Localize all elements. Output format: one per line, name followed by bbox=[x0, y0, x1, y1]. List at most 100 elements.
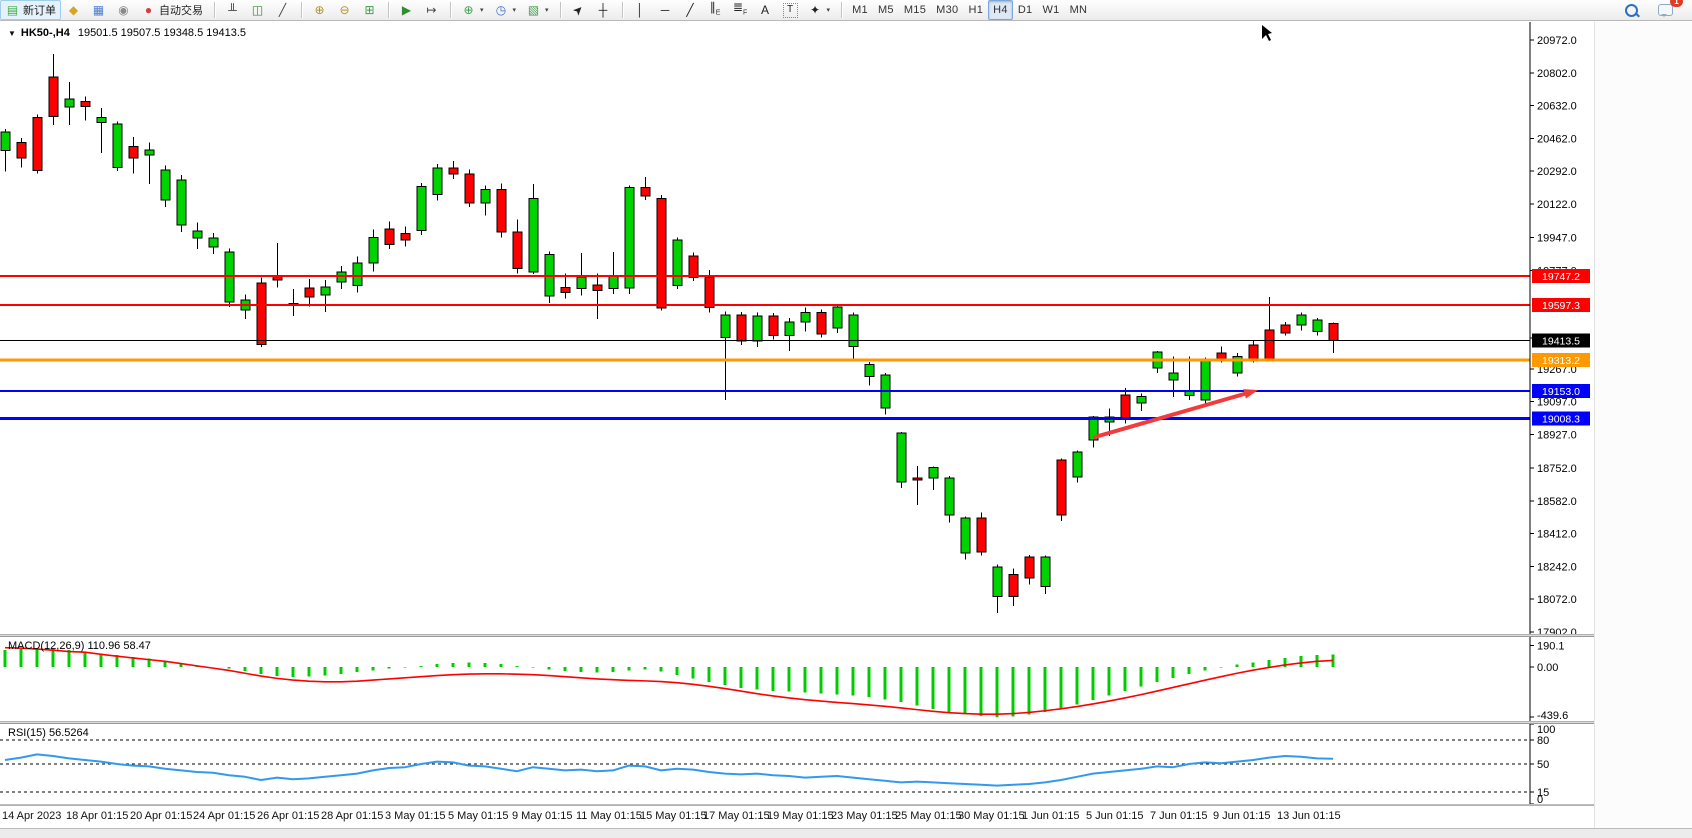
toolbar-separator bbox=[301, 2, 303, 18]
zoom-in-button[interactable]: ⊕ bbox=[307, 0, 332, 20]
notification-badge: 1 bbox=[1670, 0, 1683, 7]
text-button[interactable]: A bbox=[753, 0, 778, 20]
new-order-icon: ▤ bbox=[6, 2, 19, 17]
chevron-down-icon[interactable]: ▾ bbox=[512, 7, 517, 14]
macd-axis[interactable]: 190.1 0.00 -439.6 bbox=[1529, 637, 1568, 721]
pane-separator[interactable] bbox=[0, 634, 1692, 637]
new-order-button[interactable]: ▤ 新订单 bbox=[0, 0, 61, 20]
autotrading-button[interactable]: ● 自动交易 bbox=[136, 0, 208, 20]
time-axis-label: 1 Jun 01:15 bbox=[1022, 810, 1080, 822]
svg-text:19097.0: 19097.0 bbox=[1537, 397, 1577, 409]
pane-separator[interactable] bbox=[0, 721, 1692, 724]
candlestick-chart-button[interactable]: ◫ bbox=[245, 0, 270, 20]
svg-text:19008.3: 19008.3 bbox=[1542, 414, 1580, 426]
signals-icon: ◉ bbox=[118, 2, 129, 17]
rsi-line bbox=[4, 753, 1334, 787]
time-axis-label: 9 Jun 01:15 bbox=[1213, 810, 1271, 822]
svg-text:18412.0: 18412.0 bbox=[1537, 529, 1577, 541]
fibonacci-icon: ≣F bbox=[732, 0, 748, 17]
fibonacci-button[interactable]: ≣F bbox=[728, 0, 753, 20]
horizontal-price-lines[interactable] bbox=[0, 275, 1530, 421]
tf-m1-label: M1 bbox=[852, 4, 868, 16]
svg-text:20972.0: 20972.0 bbox=[1537, 35, 1577, 47]
candlestick-chart-icon: ◫ bbox=[251, 2, 264, 17]
time-axis-label: 14 Apr 2023 bbox=[2, 810, 62, 822]
chevron-down-icon[interactable]: ▾ bbox=[826, 7, 831, 14]
trendline-button[interactable]: ╱ bbox=[678, 0, 703, 20]
line-chart-button[interactable]: ╱ bbox=[270, 0, 295, 20]
main-chart-canvas[interactable]: 20972.0 20802.0 20632.0 20462.0 20292.0 20122… bbox=[0, 22, 1692, 634]
time-axis-label: 30 May 01:15 bbox=[958, 810, 1025, 822]
chart-dropdown-icon[interactable]: ▼ bbox=[8, 29, 16, 38]
vertical-line-button[interactable]: │ bbox=[628, 0, 653, 20]
toolbar-separator bbox=[214, 2, 216, 18]
text-label-icon: T bbox=[782, 2, 798, 18]
tf-m30-button[interactable]: M30 bbox=[931, 0, 963, 20]
equidistant-channel-button[interactable]: ∥E bbox=[703, 0, 728, 20]
pane-separator bbox=[0, 804, 1692, 806]
tf-m15-button[interactable]: M15 bbox=[899, 0, 931, 20]
chevron-down-icon[interactable]: ▾ bbox=[480, 7, 484, 14]
chart-shift-button[interactable]: ↦ bbox=[419, 0, 444, 20]
mouse-cursor bbox=[1262, 25, 1272, 41]
periods-button[interactable]: ◷ ▾ bbox=[489, 0, 522, 20]
svg-text:19597.3: 19597.3 bbox=[1542, 300, 1580, 312]
tf-w1-label: W1 bbox=[1042, 4, 1060, 16]
macd-histogram bbox=[3, 648, 1335, 717]
time-axis-label: 25 May 01:15 bbox=[895, 810, 962, 822]
price-axis[interactable]: 20972.0 20802.0 20632.0 20462.0 20292.0 20122… bbox=[1529, 22, 1590, 634]
crosshair-button[interactable]: ┼ bbox=[591, 0, 616, 20]
svg-text:100: 100 bbox=[1537, 724, 1555, 736]
auto-scroll-button[interactable]: ▶ bbox=[394, 0, 419, 20]
tf-mn-button[interactable]: MN bbox=[1065, 0, 1093, 20]
toolbar-separator bbox=[841, 2, 844, 18]
chevron-down-icon[interactable]: ▾ bbox=[545, 7, 549, 14]
macd-pane[interactable]: 190.1 0.00 -439.6 bbox=[0, 637, 1692, 721]
search-button[interactable] bbox=[1620, 0, 1643, 20]
time-axis-label: 28 Apr 01:15 bbox=[321, 810, 384, 822]
data-window-button[interactable]: ▦ bbox=[86, 0, 111, 20]
svg-text:20632.0: 20632.0 bbox=[1537, 101, 1577, 113]
templates-button[interactable]: ▧ ▾ bbox=[521, 0, 554, 20]
tf-m1-button[interactable]: M1 bbox=[847, 0, 873, 20]
time-axis-label: 7 Jun 01:15 bbox=[1150, 810, 1208, 822]
equidistant-channel-icon: ∥E bbox=[709, 0, 721, 17]
time-axis-label: 15 May 01:15 bbox=[640, 810, 707, 822]
bar-chart-button[interactable]: ╨ bbox=[220, 0, 245, 20]
tf-d1-button[interactable]: D1 bbox=[1013, 0, 1038, 20]
indicators-icon: ⊕ bbox=[463, 2, 474, 17]
notifications-button[interactable]: 1 bbox=[1653, 0, 1683, 20]
market-watch-button[interactable]: ◆ bbox=[61, 0, 86, 20]
tf-h1-label: H1 bbox=[968, 4, 984, 16]
zoom-in-icon: ⊕ bbox=[314, 2, 325, 17]
tf-m5-button[interactable]: M5 bbox=[873, 0, 899, 20]
indicators-button[interactable]: ⊕ ▾ bbox=[456, 0, 489, 20]
signals-button[interactable]: ◉ bbox=[111, 0, 136, 20]
tf-h1-button[interactable]: H1 bbox=[963, 0, 988, 20]
svg-text:20292.0: 20292.0 bbox=[1537, 166, 1577, 178]
time-axis-label: 13 Jun 01:15 bbox=[1277, 810, 1341, 822]
svg-text:20122.0: 20122.0 bbox=[1537, 199, 1577, 211]
tf-w1-button[interactable]: W1 bbox=[1037, 0, 1064, 20]
time-axis-label: 5 Jun 01:15 bbox=[1086, 810, 1144, 822]
text-label-button[interactable]: T bbox=[778, 0, 803, 20]
main-chart-pane[interactable]: 20972.0 20802.0 20632.0 20462.0 20292.0 20122… bbox=[0, 22, 1692, 634]
macd-canvas[interactable]: 190.1 0.00 -439.6 bbox=[0, 637, 1692, 721]
zoom-out-button[interactable]: ⊖ bbox=[332, 0, 357, 20]
tile-windows-button[interactable]: ⊞ bbox=[357, 0, 382, 20]
cursor-button[interactable]: ➤ bbox=[566, 0, 591, 20]
tf-m5-label: M5 bbox=[877, 4, 894, 16]
tf-h4-button[interactable]: H4 bbox=[988, 0, 1013, 20]
rsi-pane[interactable]: 100 80 50 15 0 bbox=[0, 724, 1692, 804]
svg-text:20802.0: 20802.0 bbox=[1537, 68, 1577, 80]
tf-mn-label: MN bbox=[1069, 4, 1088, 16]
arrows-button[interactable]: ✦ ▾ bbox=[803, 0, 836, 20]
horizontal-line-button[interactable]: ─ bbox=[653, 0, 678, 20]
time-axis[interactable]: 14 Apr 2023 18 Apr 01:15 20 Apr 01:15 24 Ap… bbox=[0, 806, 1692, 829]
svg-text:18582.0: 18582.0 bbox=[1537, 496, 1577, 508]
autotrading-icon: ● bbox=[144, 2, 153, 17]
trend-arrow-annotation[interactable] bbox=[1093, 389, 1258, 439]
svg-text:-439.6: -439.6 bbox=[1537, 710, 1568, 721]
